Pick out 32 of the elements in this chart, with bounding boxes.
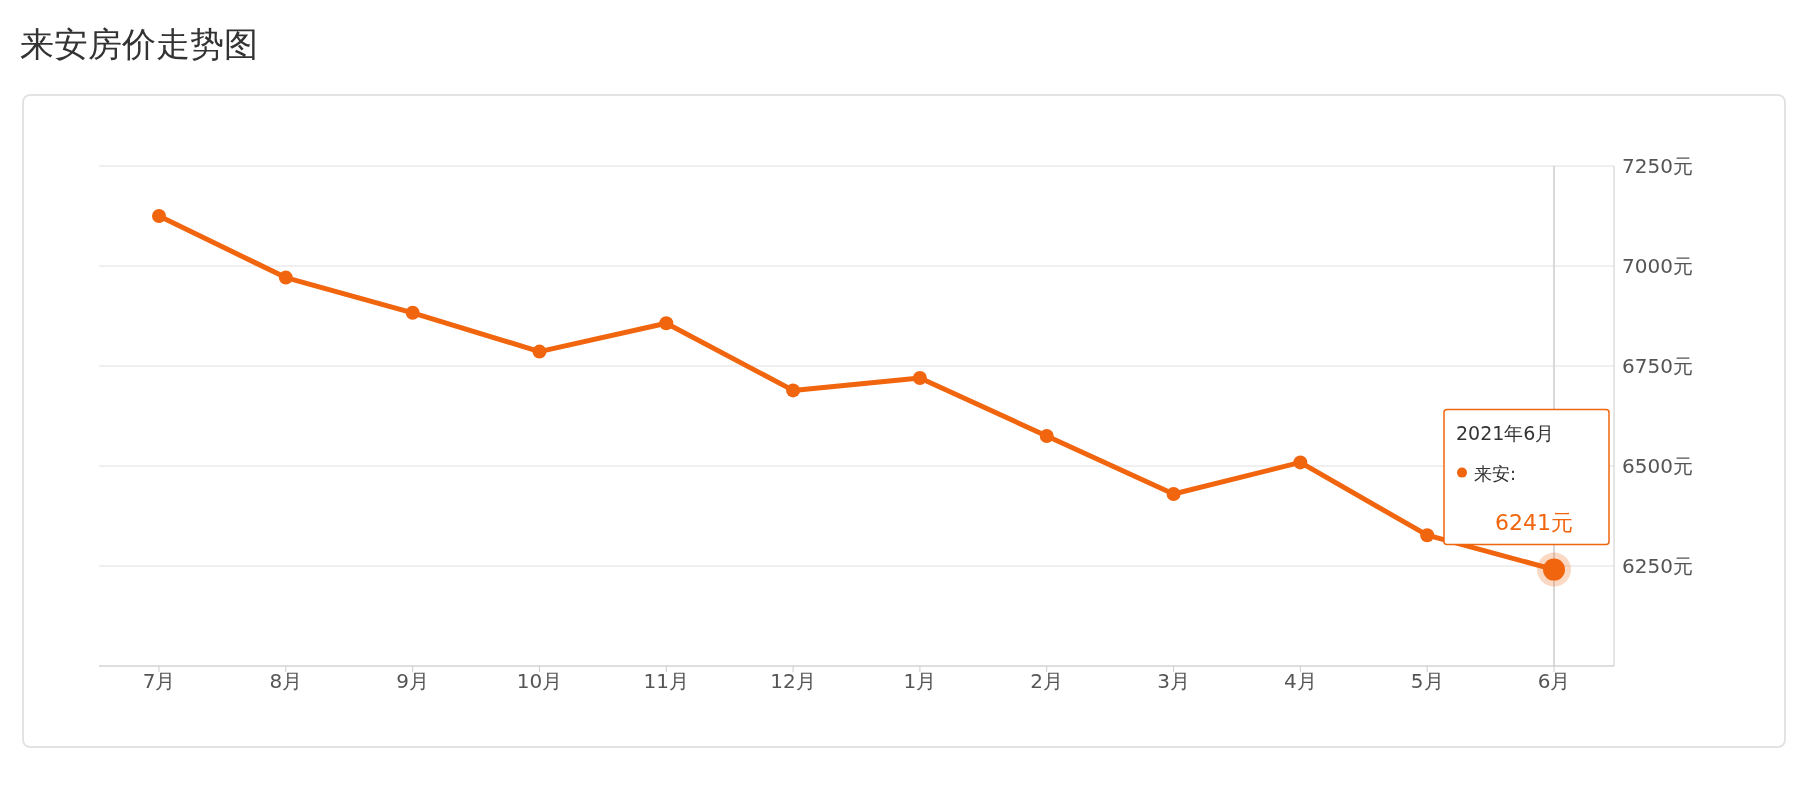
point — [1166, 487, 1181, 501]
point — [1293, 455, 1308, 470]
point — [532, 344, 547, 359]
y-tick-label: 7250元 — [1622, 154, 1693, 179]
x-tick-label: 11月 — [643, 669, 689, 694]
x-tick-label: 2月 — [1030, 669, 1064, 694]
x-tick-label: 8月 — [269, 669, 303, 694]
y-tick-label: 7000元 — [1622, 254, 1693, 279]
legend-label: 来安: — [1474, 462, 1517, 484]
point — [1039, 429, 1054, 443]
point — [152, 209, 166, 223]
x-tick-label: 10月 — [516, 669, 563, 694]
point — [912, 371, 927, 385]
x-tick-label: 1月 — [903, 669, 937, 694]
x-tick-label: 7月 — [142, 669, 176, 694]
annotation: 2021年6月 — [1456, 421, 1555, 444]
y-tick-label: 6250元 — [1622, 554, 1693, 579]
point — [786, 383, 801, 398]
x-tick-label: 5月 — [1410, 669, 1444, 694]
point — [1420, 528, 1435, 543]
data-label: 6241元 — [1495, 509, 1573, 535]
point — [278, 270, 293, 285]
point — [659, 316, 674, 331]
chart-title: 来安房价走势图 — [19, 23, 259, 66]
x-tick-label: 4月 — [1284, 669, 1317, 694]
y-tick-label: 6750元 — [1622, 354, 1693, 379]
x-tick-label: 9月 — [396, 669, 429, 694]
x-tick-label: 3月 — [1157, 669, 1190, 694]
y-tick-label: 6500元 — [1622, 454, 1693, 479]
point — [405, 305, 420, 320]
x-tick-label: 12月 — [770, 669, 816, 694]
x-tick-label: 6月 — [1537, 669, 1571, 694]
